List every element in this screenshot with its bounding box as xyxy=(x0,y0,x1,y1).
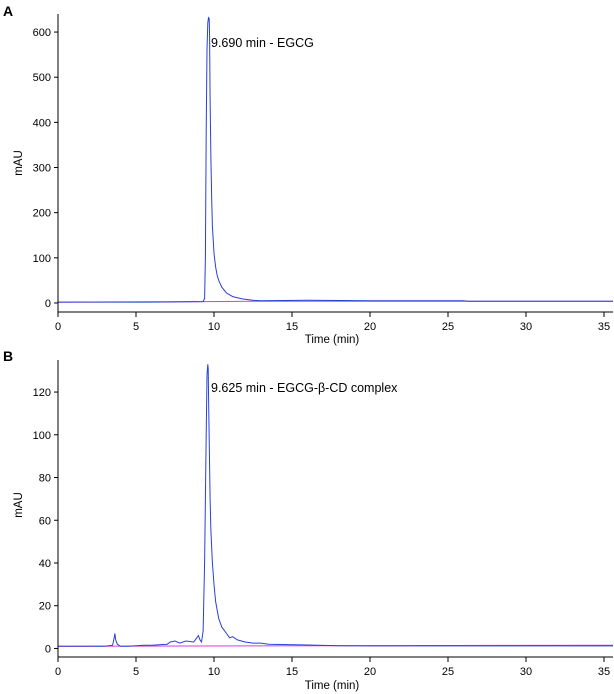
panel-b-x-tick-label: 15 xyxy=(286,666,298,678)
panel-a-y-tick-label: 0 xyxy=(45,298,51,310)
panel-a-x-tick-label: 20 xyxy=(364,321,376,333)
panel-b-x-axis-title: Time (min) xyxy=(305,680,360,692)
panel-b-y-axis-title: mAU xyxy=(13,492,25,518)
panel-b-x-tick-label: 35 xyxy=(598,666,610,678)
panel-b-x-tick-label: 25 xyxy=(442,666,454,678)
panel-b-y-tick-label: 60 xyxy=(39,515,51,527)
panel-b-chromatogram-trace xyxy=(58,364,613,647)
panel-b-x-tick-label: 30 xyxy=(520,666,532,678)
panel-b-y-tick-label: 40 xyxy=(39,558,51,570)
panel-a-x-tick-label: 15 xyxy=(286,321,298,333)
panel-b-y-ticks: 0 20 40 60 80 100 120 xyxy=(33,387,58,655)
panel-a-y-tick-label: 100 xyxy=(33,253,51,265)
panel-a-chromatogram-trace xyxy=(58,16,613,303)
panel-a-y-tick-label: 400 xyxy=(33,117,51,129)
panel-a-x-tick-label: 30 xyxy=(520,321,532,333)
panel-a-y-ticks: 0 100 200 300 400 500 600 xyxy=(33,27,58,310)
panel-a-y-tick-label: 600 xyxy=(33,27,51,39)
panel-a-y-tick-label: 300 xyxy=(33,163,51,175)
panel-b-x-tick-label: 10 xyxy=(208,666,220,678)
panel-b-x-tick-label: 5 xyxy=(133,666,139,678)
panel-a-y-tick-label: 500 xyxy=(33,72,51,84)
panel-b-y-tick-label: 80 xyxy=(39,473,51,485)
panel-a-x-tick-label: 10 xyxy=(208,321,220,333)
panel-b-peak-annotation: 9.625 min - EGCG-β-CD complex xyxy=(211,381,398,395)
panel-b-letter: B xyxy=(3,348,13,364)
panel-b-y-tick-label: 100 xyxy=(33,430,51,442)
panel-a-x-ticks: 0 5 10 15 20 25 30 35 xyxy=(55,312,610,333)
panel-b-y-tick-label: 120 xyxy=(33,387,51,399)
panel-a-x-tick-label: 35 xyxy=(598,321,610,333)
panel-a-peak-annotation: 9.690 min - EGCG xyxy=(211,36,314,50)
panel-a-y-tick-label: 200 xyxy=(33,208,51,220)
panel-a-x-tick-label: 0 xyxy=(55,321,61,333)
panel-b-y-tick-label: 0 xyxy=(45,643,51,655)
panel-b-x-tick-label: 20 xyxy=(364,666,376,678)
panel-b-x-ticks: 0 5 10 15 20 25 30 35 xyxy=(55,657,610,678)
panel-b: B 0 20 40 60 80 100 120 0 5 10 15 20 25 30 35 mAU Tim… xyxy=(3,348,614,692)
panel-a-x-tick-label: 5 xyxy=(133,321,139,333)
panel-a-letter: A xyxy=(3,3,13,19)
panel-a-y-axis-title: mAU xyxy=(13,150,25,176)
panel-a: A 0 100 200 300 400 500 600 0 5 10 15 20 25 30 35 mAU… xyxy=(3,3,613,346)
panel-a-x-tick-label: 25 xyxy=(442,321,454,333)
panel-a-x-axis-title: Time (min) xyxy=(305,334,360,346)
panel-b-y-tick-label: 20 xyxy=(39,601,51,613)
panel-b-x-tick-label: 0 xyxy=(55,666,61,678)
